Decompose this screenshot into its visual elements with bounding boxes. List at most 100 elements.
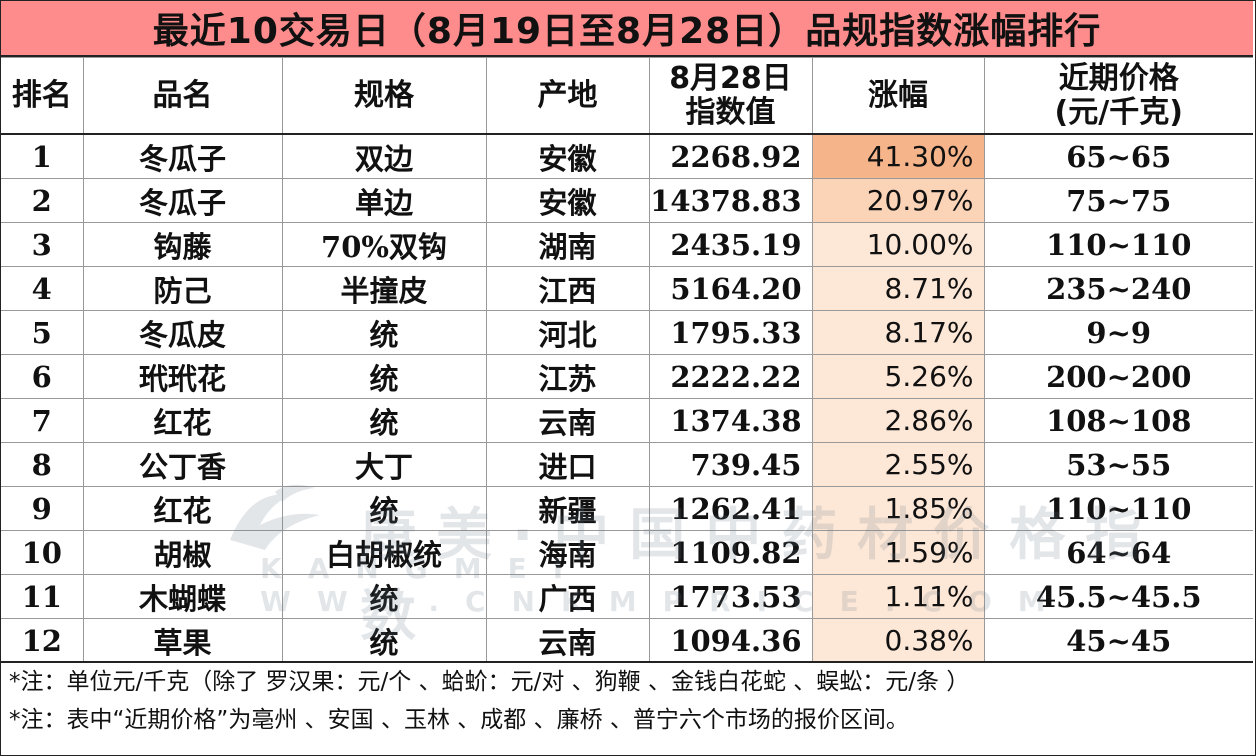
cell-rise: 1.59%	[811, 530, 985, 575]
cell-price: 45.5~45.5	[983, 574, 1253, 619]
cell-index: 1795.33	[648, 310, 813, 355]
cell-origin: 江西	[485, 266, 650, 311]
table-row: 8 公丁香 大丁 进口 739.45 2.55% 53~55	[1, 442, 1253, 487]
cell-rise: 20.97%	[811, 178, 985, 223]
cell-origin: 广西	[485, 574, 650, 619]
cell-rank: 8	[1, 442, 84, 487]
header-name: 品名	[82, 57, 283, 135]
cell-spec: 双边	[281, 133, 487, 179]
cell-price: 9~9	[983, 310, 1253, 355]
cell-origin: 安徽	[485, 178, 650, 223]
header-rise: 涨幅	[811, 57, 985, 135]
header-spec: 规格	[281, 57, 487, 135]
table-body: 1 冬瓜子 双边 安徽 2268.92 41.30% 65~65 2 冬瓜子 单边 安徽 14378.…	[1, 133, 1253, 663]
cell-index: 1109.82	[648, 530, 813, 575]
cell-rank: 6	[1, 354, 84, 399]
cell-origin: 云南	[485, 398, 650, 443]
table-row: 2 冬瓜子 单边 安徽 14378.83 20.97% 75~75	[1, 178, 1253, 223]
table-row: 10 胡椒 白胡椒统 海南 1109.82 1.59% 64~64	[1, 530, 1253, 575]
cell-rank: 10	[1, 530, 84, 575]
cell-origin: 河北	[485, 310, 650, 355]
cell-spec: 白胡椒统	[281, 530, 487, 575]
cell-rise: 10.00%	[811, 222, 985, 267]
cell-spec: 统	[281, 618, 487, 663]
notes-section: *注：单位元/千克（除了 罗汉果：元/个 、蛤蚧：元/对 、狗鞭 、金钱白花蛇 …	[1, 661, 1253, 756]
cell-spec: 统	[281, 486, 487, 531]
table-row: 11 木蝴蝶统广西 1773.53 1.11% 45.5~45.5	[1, 574, 1253, 619]
cell-index: 1094.36	[648, 618, 813, 663]
cell-index: 5164.20	[648, 266, 813, 311]
cell-name: 木蝴蝶	[82, 574, 283, 619]
table-row: 5 冬瓜皮统河北 1795.33 8.17% 9~9	[1, 310, 1253, 355]
cell-rank: 4	[1, 266, 84, 311]
ranking-table: 排名 品名 规格 产地 8月28日 指数值 涨幅 近期价格 (元/千克) 1 冬瓜…	[1, 57, 1253, 663]
header-row: 排名 品名 规格 产地 8月28日 指数值 涨幅 近期价格 (元/千克)	[1, 57, 1253, 135]
cell-rise: 5.26%	[811, 354, 985, 399]
table-row: 12 草果统云南 1094.36 0.38% 45~45	[1, 618, 1253, 663]
cell-rank: 7	[1, 398, 84, 443]
cell-rise: 8.17%	[811, 310, 985, 355]
cell-origin: 进口	[485, 442, 650, 487]
cell-spec: 统	[281, 398, 487, 443]
cell-rise: 1.85%	[811, 486, 985, 531]
header-price: 近期价格 (元/千克)	[983, 57, 1253, 135]
cell-name: 防己	[82, 266, 283, 311]
cell-rank: 9	[1, 486, 84, 531]
cell-index: 1773.53	[648, 574, 813, 619]
cell-origin: 安徽	[485, 133, 650, 179]
cell-spec: 70%双钩	[281, 222, 487, 267]
cell-name: 冬瓜子	[82, 133, 283, 179]
header-index-line1: 8月28日	[669, 60, 792, 96]
cell-origin: 云南	[485, 618, 650, 663]
header-price-line2: (元/千克)	[1054, 94, 1183, 130]
table-row: 7 红花统云南 1374.38 2.86% 108~108	[1, 398, 1253, 443]
cell-rank: 3	[1, 222, 84, 267]
cell-rise: 1.11%	[811, 574, 985, 619]
table-row: 4 防己 半撞皮 江西 5164.20 8.71% 235~240	[1, 266, 1253, 311]
cell-name: 玳玳花	[82, 354, 283, 399]
header-price-line1: 近期价格	[1058, 60, 1179, 96]
cell-rise: 2.86%	[811, 398, 985, 443]
table-row: 6 玳玳花统江苏 2222.22 5.26% 200~200	[1, 354, 1253, 399]
cell-price: 110~110	[983, 222, 1253, 267]
cell-price: 235~240	[983, 266, 1253, 311]
cell-rise: 41.30%	[811, 133, 985, 179]
cell-index: 2222.22	[648, 354, 813, 399]
cell-rank: 1	[1, 133, 84, 179]
cell-price: 200~200	[983, 354, 1253, 399]
header-origin: 产地	[485, 57, 650, 135]
cell-price: 53~55	[983, 442, 1253, 487]
cell-index: 2268.92	[648, 133, 813, 179]
cell-name: 冬瓜子	[82, 178, 283, 223]
cell-spec: 大丁	[281, 442, 487, 487]
cell-rank: 12	[1, 618, 84, 663]
cell-index: 2435.19	[648, 222, 813, 267]
cell-spec: 单边	[281, 178, 487, 223]
cell-price: 45~45	[983, 618, 1253, 663]
cell-origin: 新疆	[485, 486, 650, 531]
table-row: 9 红花统新疆 1262.41 1.85% 110~110	[1, 486, 1253, 531]
header-index-line2: 指数值	[685, 94, 776, 130]
cell-price: 65~65	[983, 133, 1253, 179]
cell-name: 胡椒	[82, 530, 283, 575]
cell-name: 公丁香	[82, 442, 283, 487]
cell-name: 红花	[82, 486, 283, 531]
cell-rank: 5	[1, 310, 84, 355]
cell-origin: 湖南	[485, 222, 650, 267]
cell-origin: 江苏	[485, 354, 650, 399]
cell-index: 1262.41	[648, 486, 813, 531]
cell-index: 739.45	[648, 442, 813, 487]
page-title: 最近10交易日（8月19日至8月28日）品规指数涨幅排行	[1, 1, 1253, 57]
cell-rise: 0.38%	[811, 618, 985, 663]
cell-name: 冬瓜皮	[82, 310, 283, 355]
cell-rank: 11	[1, 574, 84, 619]
header-rank: 排名	[1, 57, 84, 135]
cell-index: 1374.38	[648, 398, 813, 443]
cell-name: 红花	[82, 398, 283, 443]
cell-spec: 统	[281, 574, 487, 619]
cell-index: 14378.83	[648, 178, 813, 223]
table-row: 1 冬瓜子 双边 安徽 2268.92 41.30% 65~65	[1, 133, 1253, 179]
cell-price: 64~64	[983, 530, 1253, 575]
cell-spec: 统	[281, 310, 487, 355]
header-index: 8月28日 指数值	[648, 57, 813, 135]
